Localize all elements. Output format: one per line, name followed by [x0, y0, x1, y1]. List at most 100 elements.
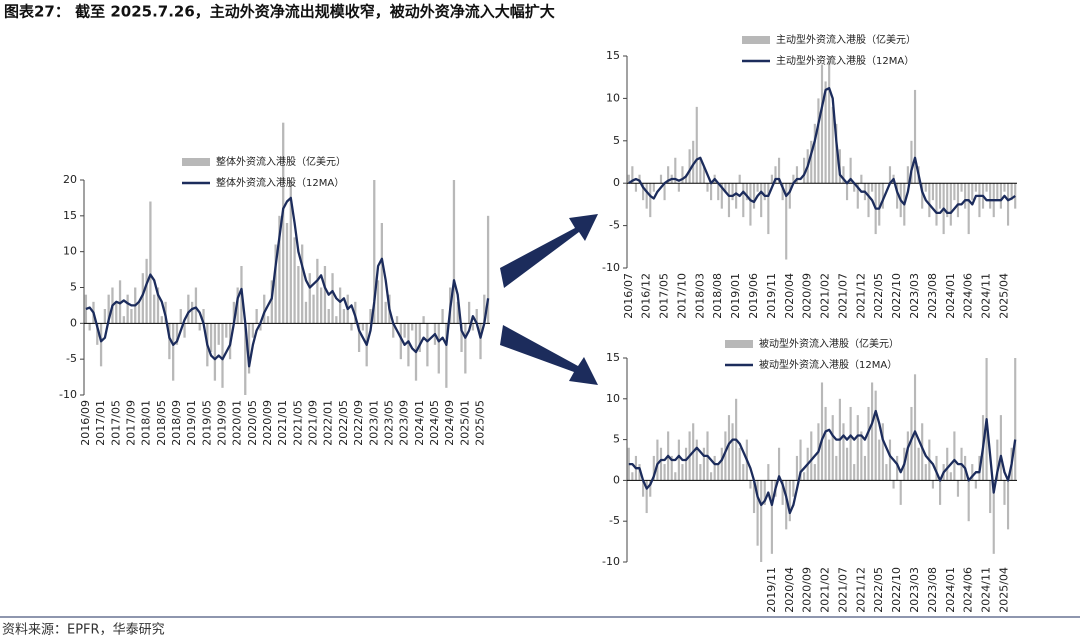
bar	[187, 294, 190, 324]
bar	[788, 183, 791, 209]
bar	[999, 415, 1002, 481]
y-tick-label: 0	[613, 473, 620, 486]
bar	[710, 183, 713, 201]
bar	[777, 447, 781, 481]
bar	[913, 374, 917, 481]
bar	[183, 323, 186, 338]
bar	[179, 309, 182, 324]
x-tick-label: 2019/11	[765, 273, 778, 319]
x-tick-label: 2019/09	[215, 400, 228, 446]
bar	[631, 472, 634, 481]
bar	[795, 455, 799, 481]
bar	[422, 316, 425, 324]
x-tick-label: 2022/09	[352, 400, 365, 446]
bar	[663, 464, 666, 481]
bar	[785, 480, 788, 530]
bar	[255, 309, 258, 324]
bar	[835, 123, 838, 184]
x-tick-label: 2025/01	[458, 400, 471, 446]
bar	[971, 464, 974, 481]
bar	[849, 406, 852, 481]
x-tick-label: 2022/01	[322, 400, 335, 446]
x-tick-label: 2018/01	[140, 400, 153, 446]
bar	[304, 301, 308, 324]
bar	[878, 439, 881, 481]
bar	[939, 183, 942, 209]
bar	[338, 287, 342, 324]
bar	[702, 447, 705, 481]
bar	[720, 183, 723, 209]
bar	[949, 472, 952, 481]
bar	[738, 174, 741, 184]
bar	[677, 439, 680, 481]
x-tick-label: 2019/01	[729, 273, 742, 319]
bar	[376, 280, 380, 324]
x-tick-label: 2017/05	[109, 400, 122, 446]
bar	[777, 157, 781, 184]
bar	[88, 323, 91, 331]
bar	[824, 81, 827, 184]
bar	[831, 106, 834, 184]
bar	[878, 183, 881, 226]
bar	[153, 294, 156, 324]
bar	[931, 480, 934, 489]
line	[85, 196, 490, 368]
bar	[803, 157, 806, 184]
bar	[767, 464, 770, 481]
x-tick-label: 2019/05	[200, 400, 213, 446]
bar	[853, 464, 856, 481]
bar	[191, 301, 194, 324]
bar	[906, 431, 909, 481]
y-tick-label: 15	[63, 209, 77, 222]
x-tick-label: 2025/04	[997, 273, 1010, 319]
bar	[888, 439, 892, 481]
y-tick-label: 0	[613, 176, 620, 189]
x-tick-label: 2021/02	[819, 273, 832, 319]
bar	[130, 309, 133, 324]
bar	[631, 166, 634, 184]
bar	[971, 183, 974, 201]
bar	[467, 301, 471, 324]
bar	[1014, 358, 1017, 481]
bar	[426, 323, 429, 367]
bar	[849, 157, 852, 184]
legend-label: 被动型外资流入港股（12MA）	[759, 358, 897, 371]
legend-label: 主动型外资流入港股（12MA）	[776, 54, 914, 67]
bar	[946, 447, 949, 481]
bar	[964, 183, 967, 209]
bar	[1003, 480, 1006, 505]
bar	[251, 323, 254, 338]
bar	[910, 140, 913, 184]
bar	[953, 183, 956, 201]
bar	[752, 183, 756, 209]
y-tick-label: -10	[602, 261, 620, 274]
bar	[137, 301, 141, 324]
bar	[913, 89, 917, 184]
bar	[720, 447, 723, 481]
bar	[820, 382, 824, 481]
bar	[924, 464, 927, 481]
bar	[699, 157, 702, 184]
bar	[649, 480, 652, 497]
bar	[667, 166, 670, 184]
bar	[735, 183, 738, 209]
legend-swatch	[182, 158, 210, 166]
bar	[634, 183, 638, 192]
x-tick-label: 2023/08	[926, 567, 939, 613]
bar	[642, 183, 645, 201]
bar	[931, 183, 934, 201]
bar	[921, 423, 924, 481]
bar	[949, 183, 952, 226]
bar	[910, 406, 913, 481]
legend-label: 被动型外资流入港股（亿美元）	[759, 337, 899, 350]
bar	[674, 157, 677, 184]
bar	[103, 309, 107, 324]
bar	[792, 480, 795, 497]
bar	[441, 309, 444, 324]
figure-title: 图表27： 截至 2025.7.26，主动外资净流出规模收窄，被动外资净流入大幅…	[4, 3, 555, 21]
bar	[1006, 183, 1010, 226]
bar	[813, 123, 816, 184]
x-tick-label: 2021/07	[836, 567, 849, 613]
bar	[731, 423, 734, 481]
bar	[706, 183, 709, 192]
